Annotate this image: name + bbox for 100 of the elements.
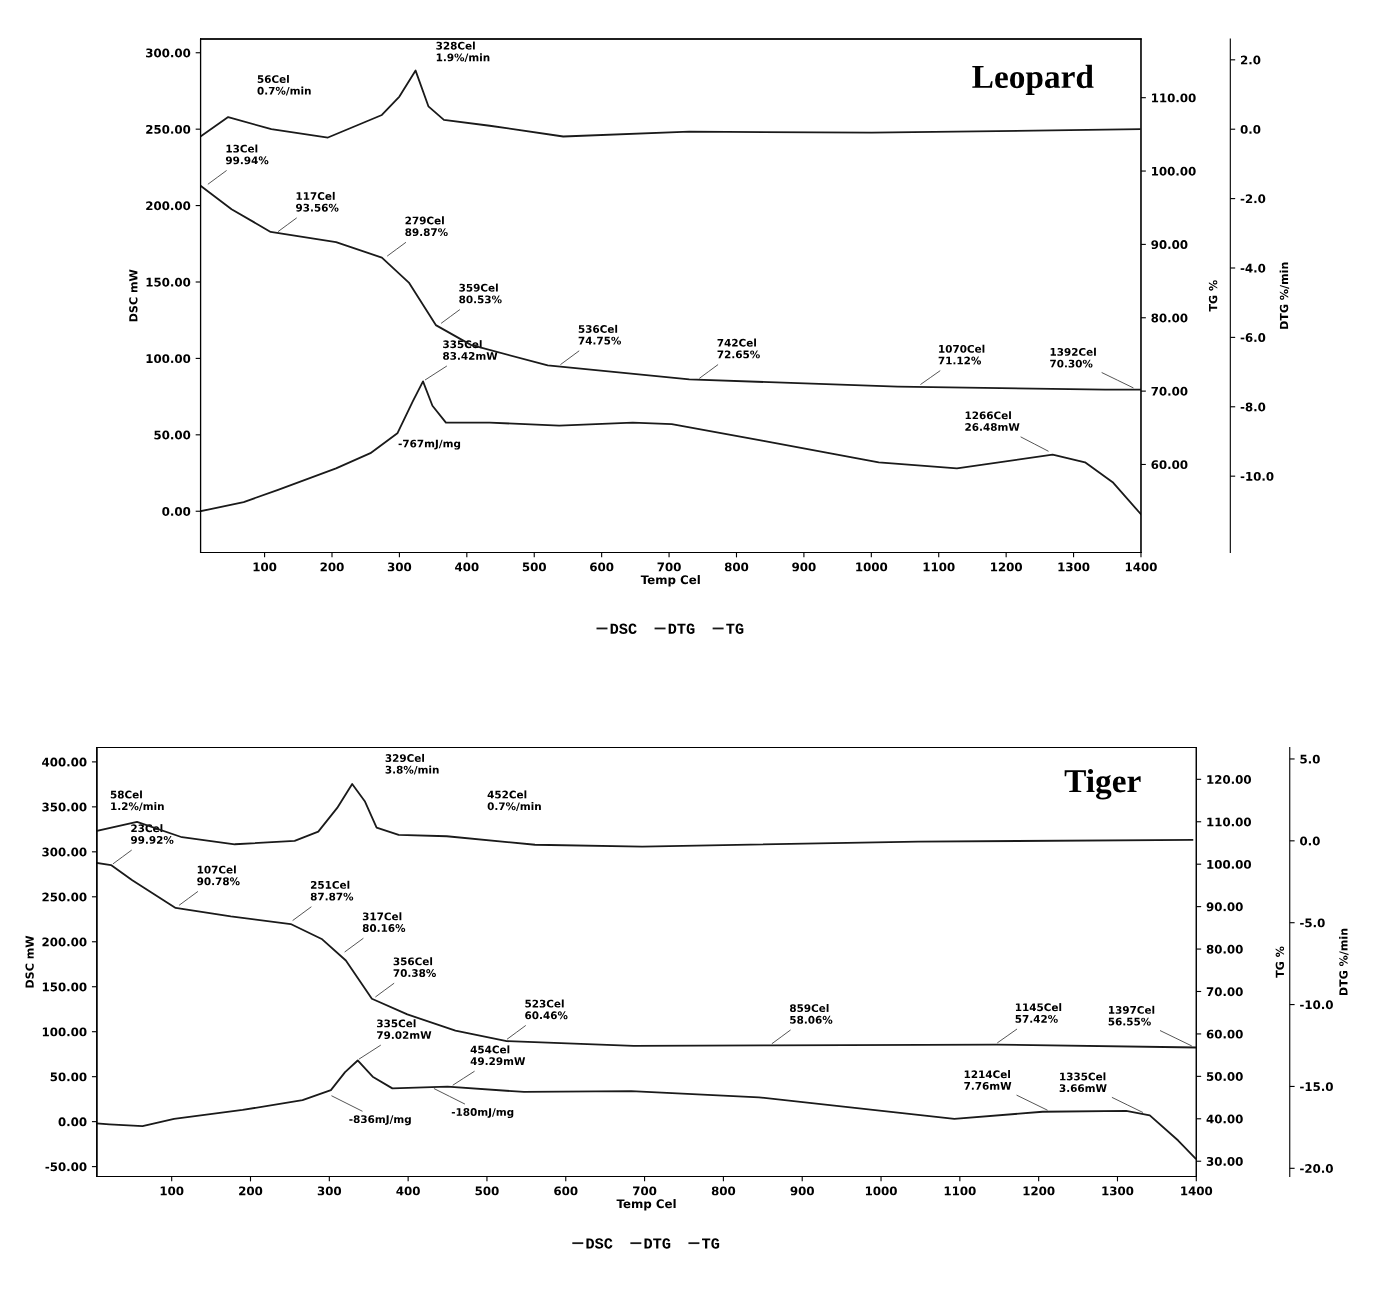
annotation: 317Cel 80.16% [362,912,406,932]
x-tick-label: 400 [455,562,479,572]
x-tick-label: 1200 [1023,1186,1055,1196]
y3-tick-label: -6.0 [1240,333,1266,343]
annotation: 1070Cel 71.12% [938,344,985,365]
legend-label: DTG [668,623,695,634]
x-tick-label: 400 [396,1186,420,1196]
annotation: 536Cel 74.75% [578,324,622,345]
y3-axis-title: DTG %/min [1339,928,1349,996]
y2-tick-label: 50.00 [1206,1072,1243,1082]
y3-axis-title: DTG %/min [1279,262,1290,329]
y3-tick-label: -10.0 [1300,1000,1333,1010]
y-tick-label: 250.00 [42,892,87,902]
annotation: 329Cel 3.8%/min [385,753,439,775]
y2-tick-label: 110.00 [1152,93,1196,103]
x-axis-title: Temp Cel [616,1199,676,1211]
y2-tick-label: 120.00 [1207,775,1252,784]
y2-tick-label: 70.00 [1151,386,1188,396]
x-tick-label: 1400 [1125,562,1157,572]
y3-tick-label: 0.0 [1300,836,1320,846]
y-tick-label: 300.00 [42,847,87,857]
x-tick-label: 300 [317,1186,342,1196]
x-tick-label: 100 [160,1186,184,1196]
y3-tick-label: -5.0 [1300,918,1325,928]
annotation: 13Cel 99.94% [225,144,269,165]
y2-tick-label: 60.00 [1151,460,1188,470]
text: Tiger [1064,768,1141,800]
legend-label: DTG [644,1238,671,1249]
x-tick-label: 1200 [991,562,1023,572]
x-tick-label: 1000 [856,562,888,572]
y3-tick-label: 0.0 [1240,124,1261,134]
annotation: 279Cel 89.87% [405,216,448,237]
x-tick-label: 600 [554,1186,578,1196]
y-axis-title: DSC mW [129,269,138,322]
annotation: 1266Cel 26.48mW [965,411,1020,431]
annotation: 117Cel 93.56% [296,191,339,212]
y-tick-label: -50.00 [45,1162,87,1172]
legend-label: TG [702,1238,720,1249]
x-axis-title: Temp Cel [640,575,700,587]
y3-tick-label: -20.0 [1300,1164,1333,1173]
y-tick-label: 150.00 [42,982,87,992]
annotation: 356Cel 70.38% [393,957,436,977]
annotation: 452Cel 0.7%/min [487,790,541,811]
y2-tick-label: 110.00 [1207,817,1252,827]
x-tick-label: 1100 [944,1186,976,1196]
annotation: 859Cel 58.06% [789,1004,833,1024]
y2-tick-label: 40.00 [1206,1114,1243,1124]
y-tick-label: 0.00 [58,1117,87,1127]
annotation: 523Cel 60.46% [525,999,568,1020]
line-series [96,1059,1197,1160]
y-tick-label: 300.00 [146,48,191,58]
x-tick-label: 900 [792,562,816,572]
y-tick-label: 100.00 [146,354,191,364]
annotation: 1397Cel 56.55% [1108,1005,1155,1026]
y-axis-title: DSC mW [25,935,34,988]
y2-tick-label: 90.00 [1151,240,1188,250]
x-tick-label: 200 [239,1186,263,1196]
y-tick-label: 200.00 [146,201,191,211]
y-tick-label: 100.00 [42,1027,87,1037]
y2-tick-label: 30.00 [1206,1156,1243,1166]
annotation: 1335Cel 3.66mW [1059,1072,1107,1093]
y3-tick-label: -2.0 [1240,194,1266,204]
y2-axis-title: TG % [1275,946,1285,978]
y3-tick-label: 2.0 [1240,55,1261,65]
annotation: -767mJ/mg [398,439,461,450]
y-tick-label: 50.00 [154,430,191,440]
x-tick-label: 800 [724,562,749,572]
legend-label: DSC [610,623,637,634]
x-tick-label: 700 [633,1186,657,1196]
y2-tick-label: 100.00 [1152,166,1196,176]
x-tick-label: 800 [711,1186,736,1196]
annotation: -180mJ/mg [451,1108,514,1119]
x-tick-label: 200 [320,562,344,572]
x-tick-label: 500 [475,1186,499,1196]
y3-tick-label: -8.0 [1240,402,1266,412]
y2-tick-label: 80.00 [1206,944,1243,954]
annotation: 1145Cel 57.42% [1015,1003,1062,1023]
y-tick-label: 350.00 [42,802,87,812]
y2-tick-label: 80.00 [1151,313,1188,323]
y-tick-label: 200.00 [42,937,87,947]
annotation: 56Cel 0.7%/min [257,74,311,96]
x-tick-label: 600 [590,562,614,572]
annotation: 359Cel 80.53% [459,283,502,304]
y2-tick-label: 90.00 [1206,902,1243,912]
annotation: 58Cel 1.2%/min [110,790,164,811]
y3-tick-label: -15.0 [1300,1082,1333,1092]
x-tick-label: 1100 [923,562,955,572]
line-series [200,380,1141,516]
x-tick-label: 100 [253,562,277,572]
annotation: 335Cel 79.02mW [377,1019,432,1040]
y3-tick-label: 5.0 [1300,754,1320,764]
annotation: 328Cel 1.9%/min [436,41,490,63]
annotation: 454Cel 49.29mW [470,1045,526,1066]
y-tick-label: 400.00 [42,757,87,767]
text: Leopard [972,64,1094,95]
y-tick-label: 250.00 [146,124,191,134]
y-tick-label: 0.00 [162,506,191,516]
x-tick-label: 700 [657,562,681,572]
line-series [200,184,1141,391]
x-tick-label: 1300 [1102,1186,1134,1196]
